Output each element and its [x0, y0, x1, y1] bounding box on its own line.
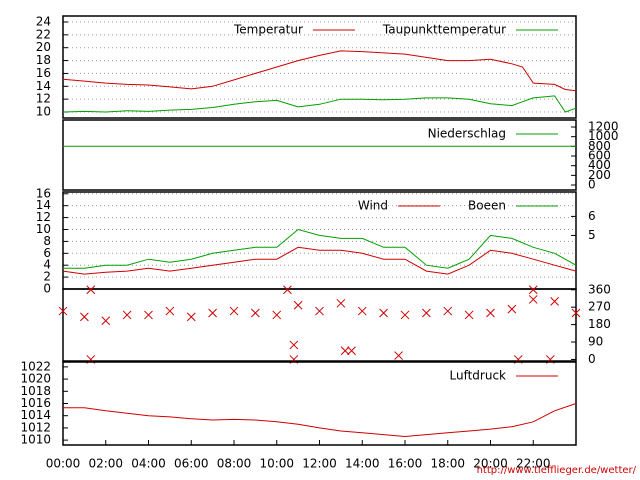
direction-mark	[464, 310, 474, 320]
x-tick-label: 04:00	[131, 457, 166, 471]
x-tick-label: 22:00	[516, 457, 551, 471]
direction-mark	[229, 306, 239, 316]
direction-mark	[293, 300, 303, 310]
direction-mark	[443, 306, 453, 316]
y2-tick-label: 90	[588, 335, 603, 349]
y-tick-label: 10	[36, 105, 51, 119]
x-tick-label: 06:00	[174, 457, 209, 471]
direction-mark	[550, 297, 559, 306]
direction-mark	[101, 316, 111, 326]
y2-tick-label: 600	[588, 149, 611, 163]
y2-tick-label: 6	[588, 209, 596, 223]
direction-mark	[165, 306, 175, 316]
y2-tick-label: 180	[588, 317, 611, 331]
direction-mark	[422, 308, 431, 318]
legend-label: Wind	[358, 199, 388, 213]
y2-tick-label: 1000	[588, 129, 619, 143]
direction-mark	[283, 285, 292, 295]
y-tick-label: 1020	[20, 372, 51, 386]
x-tick-label: 08:00	[217, 457, 252, 471]
panel-frame	[62, 15, 577, 119]
y-tick-label: 14	[36, 79, 51, 93]
y-tick-label: 20	[36, 40, 51, 54]
direction-mark	[486, 308, 495, 318]
legend-label: Boeen	[468, 199, 506, 213]
x-tick-label: 16:00	[388, 457, 423, 471]
series-line	[62, 246, 577, 275]
direction-mark	[400, 310, 410, 320]
direction-mark	[80, 312, 89, 322]
direction-mark	[347, 346, 356, 356]
direction-mark	[528, 295, 538, 304]
y-tick-label: 12	[36, 92, 51, 106]
direction-mark	[528, 285, 538, 295]
y-tick-label: 1012	[20, 420, 51, 434]
y-tick-label: 16	[36, 186, 51, 200]
direction-mark	[208, 308, 217, 318]
legend-label: Temperatur	[233, 23, 303, 37]
direction-mark	[336, 298, 346, 308]
x-tick-label: 10:00	[259, 457, 294, 471]
y-tick-label: 10	[36, 222, 51, 236]
direction-mark	[251, 308, 260, 318]
y-tick-label: 12	[36, 210, 51, 224]
y-tick-label: 2	[43, 270, 51, 284]
direction-mark	[289, 340, 299, 350]
direction-mark	[144, 310, 153, 320]
direction-mark	[272, 310, 282, 320]
y-tick-label: 1018	[20, 384, 51, 398]
y-tick-label: 16	[36, 66, 51, 80]
panel-frame	[62, 119, 577, 191]
legend-label: Luftdruck	[449, 369, 506, 383]
series-line	[62, 95, 577, 113]
direction-mark	[86, 285, 96, 295]
y2-tick-label: 0	[588, 178, 596, 192]
y2-tick-label: 360	[588, 282, 611, 296]
direction-mark	[507, 304, 517, 314]
y-tick-label: 22	[36, 27, 51, 41]
x-tick-label: 02:00	[88, 457, 123, 471]
y2-tick-label: 270	[588, 300, 611, 314]
x-tick-label: 12:00	[302, 457, 337, 471]
y2-tick-label: 0	[588, 352, 596, 366]
direction-mark	[186, 312, 196, 322]
y-tick-label: 1014	[20, 408, 51, 422]
y-tick-label: 0	[43, 282, 51, 296]
x-tick-label: 20:00	[473, 457, 508, 471]
x-tick-label: 18:00	[430, 457, 465, 471]
footer-link: http://www.tiefflieger.de/wetter/	[477, 465, 637, 476]
y2-tick-label: 800	[588, 139, 611, 153]
direction-mark	[394, 351, 403, 360]
y-tick-label: 1010	[20, 433, 51, 447]
y2-tick-label: 5	[588, 228, 596, 242]
direction-mark	[340, 346, 350, 356]
series-line	[62, 50, 577, 92]
legend-label: Taupunkttemperatur	[382, 23, 506, 37]
panel-frame	[62, 288, 577, 362]
y-tick-label: 1016	[20, 396, 51, 410]
y2-tick-label: 1200	[588, 120, 619, 134]
y-tick-label: 4	[43, 258, 51, 272]
y-tick-label: 18	[36, 53, 51, 67]
direction-mark	[315, 306, 324, 316]
direction-mark	[357, 306, 367, 316]
y2-tick-label: 200	[588, 168, 611, 182]
direction-mark	[58, 306, 68, 316]
y2-tick-label: 400	[588, 158, 611, 172]
y-tick-label: 24	[36, 14, 51, 28]
direction-mark	[571, 308, 581, 318]
x-tick-label: 00:00	[46, 457, 81, 471]
legend-label: Niederschlag	[428, 127, 506, 141]
series-line	[63, 228, 577, 269]
direction-mark	[379, 308, 388, 318]
y-tick-label: 8	[43, 234, 51, 248]
x-tick-label: 14:00	[345, 457, 380, 471]
direction-mark	[122, 310, 132, 320]
y-tick-label: 14	[36, 198, 51, 212]
y-tick-label: 1022	[20, 359, 51, 373]
y-tick-label: 6	[43, 246, 51, 260]
series-line	[63, 403, 577, 438]
